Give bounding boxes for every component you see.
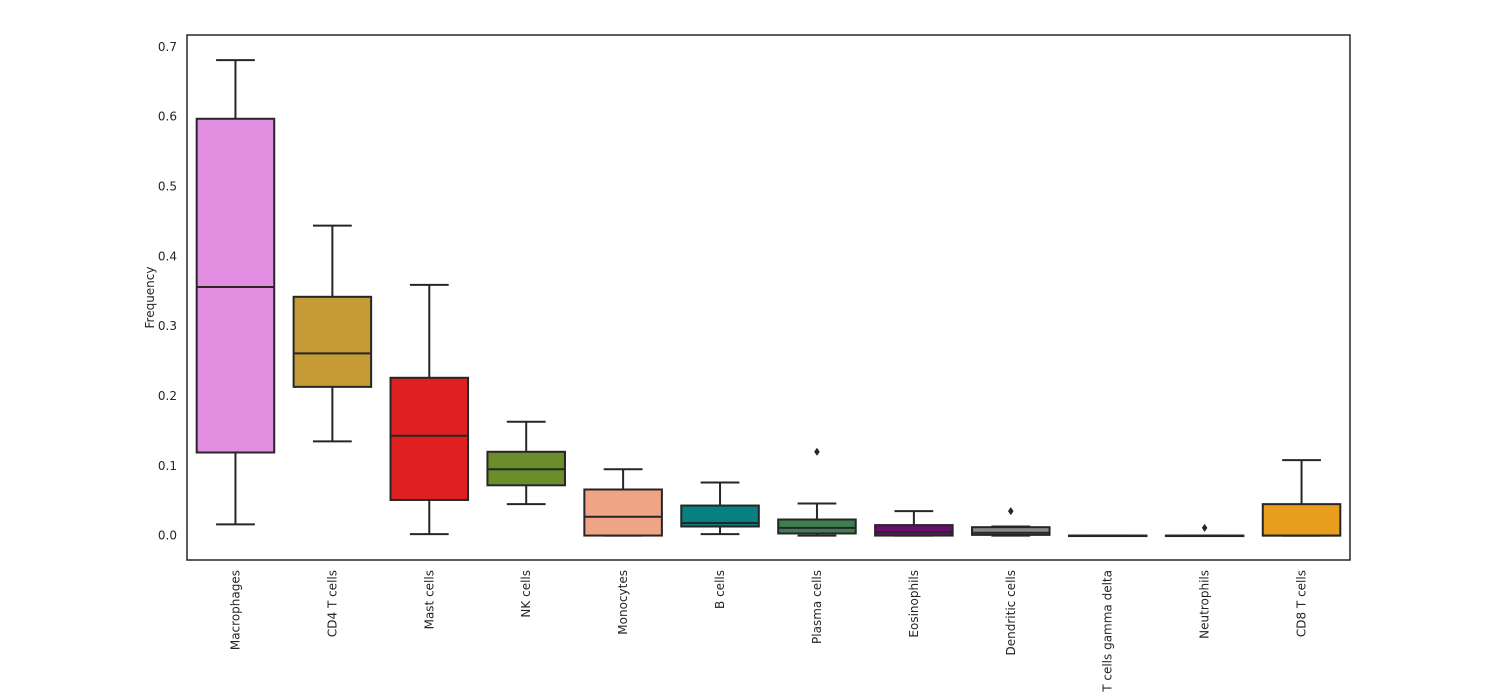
- x-tick-label: Plasma cells: [810, 570, 824, 644]
- y-tick-label: 0.0: [158, 529, 177, 543]
- box-body: [389, 376, 470, 501]
- x-tick-label: NK cells: [519, 570, 533, 618]
- box-body: [1261, 503, 1342, 537]
- box-macrophages: [195, 59, 276, 526]
- x-tick-label: T cells gamma delta: [1101, 570, 1115, 693]
- y-tick-label: 0.3: [158, 319, 177, 333]
- y-tick-label: 0.7: [158, 40, 177, 54]
- box-plasma-cells: [777, 447, 857, 537]
- axes-frame: [186, 34, 1351, 561]
- y-tick-label: 0.5: [158, 179, 177, 193]
- y-tick-label: 0.6: [158, 110, 177, 124]
- box-body: [874, 524, 954, 537]
- box-nk-cells: [486, 420, 566, 506]
- box-body: [971, 526, 1051, 536]
- x-tick-label: CD4 T cells: [325, 570, 339, 637]
- y-ticks: 0.0 0.1 0.2 0.3 0.4 0.5 0.6 0.7: [158, 40, 177, 543]
- box-cd8-t-cells: [1261, 459, 1342, 537]
- x-ticks: Macrophages CD4 T cells Mast cells NK cells…: [228, 570, 1308, 693]
- y-tick-label: 0.1: [158, 459, 177, 473]
- x-tick-label: CD8 T cells: [1295, 570, 1309, 637]
- y-tick-label: 0.2: [158, 389, 177, 403]
- y-axis-label: Frequency: [143, 267, 157, 329]
- box-body: [292, 295, 373, 388]
- y-tick-label: 0.4: [158, 249, 177, 263]
- x-tick-label: Macrophages: [228, 570, 242, 650]
- x-tick-label: Eosinophils: [907, 570, 921, 638]
- box-mast-cells: [389, 283, 470, 536]
- box-cd4-t-cells: [292, 224, 373, 443]
- box-body: [777, 518, 857, 535]
- x-tick-label: Monocytes: [616, 570, 630, 635]
- box-eosinophils: [874, 510, 954, 537]
- x-tick-label: Mast cells: [422, 570, 436, 629]
- x-tick-label: B cells: [713, 570, 727, 609]
- box-body: [195, 117, 276, 454]
- box-b-cells: [680, 481, 760, 536]
- x-tick-label: Dendritic cells: [1004, 570, 1018, 655]
- box-body: [583, 488, 663, 537]
- outlier-point: [1007, 507, 1014, 516]
- box-monocytes: [583, 468, 663, 537]
- outlier-point: [1201, 523, 1208, 532]
- marks-layer: [195, 59, 1342, 538]
- box-neutrophils: [1164, 523, 1245, 538]
- box-body: [680, 504, 760, 528]
- x-tick-label: Neutrophils: [1198, 570, 1212, 639]
- outlier-point: [814, 447, 820, 456]
- box-t-cells-gamma-delta: [1067, 534, 1148, 538]
- box-dendritic-cells: [971, 507, 1051, 537]
